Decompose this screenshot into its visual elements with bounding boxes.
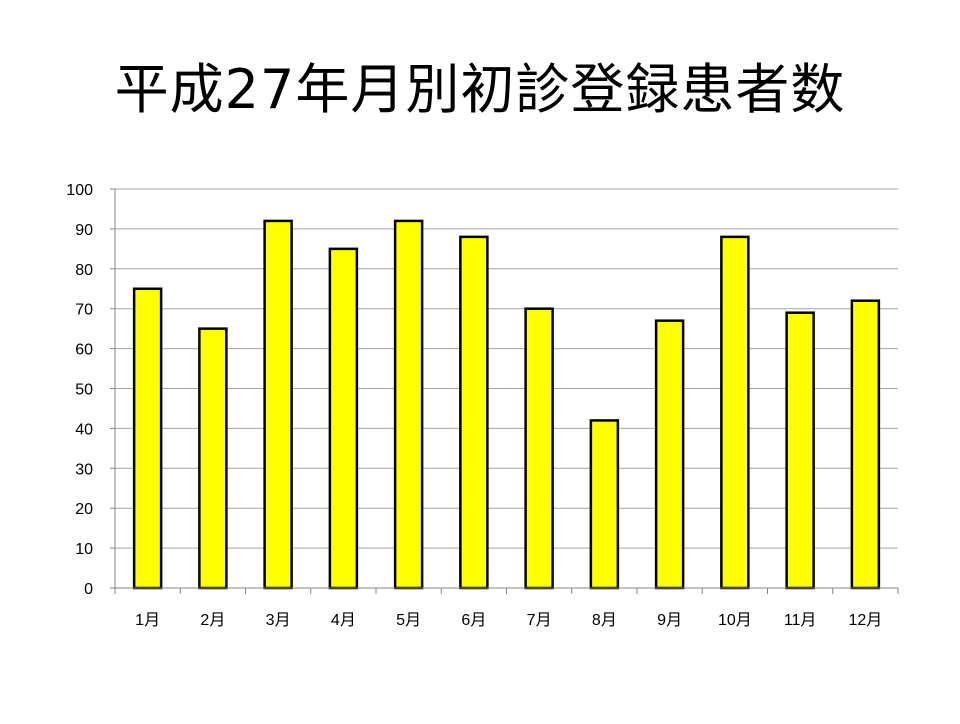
y-tick-label: 10	[75, 541, 93, 558]
x-tick-label: 10月	[718, 612, 752, 629]
x-tick-label: 2月	[200, 612, 225, 629]
axes	[110, 188, 899, 594]
y-tick-label: 60	[75, 342, 93, 359]
y-tick-label: 50	[75, 382, 93, 399]
x-tick-label: 11月	[784, 612, 817, 629]
y-tick-label: 40	[75, 421, 93, 438]
y-tick-label: 70	[75, 302, 93, 319]
bar	[524, 307, 554, 590]
x-tick-label: 12月	[848, 612, 882, 629]
x-tick-label: 5月	[396, 612, 421, 629]
y-tick-label: 20	[75, 501, 93, 518]
bar	[459, 235, 489, 590]
chart-title: 平成27年月別初診登録患者数	[114, 58, 846, 121]
x-tick-label: 4月	[331, 612, 356, 629]
x-tick-label: 8月	[592, 612, 617, 629]
bar	[654, 319, 685, 590]
x-tick-label: 1月	[135, 612, 160, 629]
y-tick-label: 100	[66, 182, 93, 199]
bar	[850, 299, 881, 590]
y-tick-label: 90	[75, 222, 93, 239]
y-tick-label: 0	[84, 581, 93, 598]
gridlines	[115, 188, 898, 549]
tick-labels: 0 10 20 30 40 50 60 70 80 90 100 1月 2月 3月 4月 5月 6月 7月 8月 9月…	[66, 182, 882, 629]
bar	[393, 219, 424, 590]
bar	[328, 247, 359, 590]
x-tick-label: 6月	[461, 612, 486, 629]
bar	[720, 235, 750, 590]
bar	[132, 287, 163, 590]
bar	[589, 419, 620, 590]
bar	[785, 311, 815, 590]
x-tick-label: 3月	[266, 612, 291, 629]
bar-series	[132, 219, 881, 590]
x-tick-label: 9月	[657, 612, 682, 629]
bar	[198, 327, 228, 590]
x-tick-label: 7月	[527, 612, 552, 629]
y-tick-label: 80	[75, 262, 93, 279]
bar	[263, 219, 293, 590]
y-tick-label: 30	[75, 461, 93, 478]
